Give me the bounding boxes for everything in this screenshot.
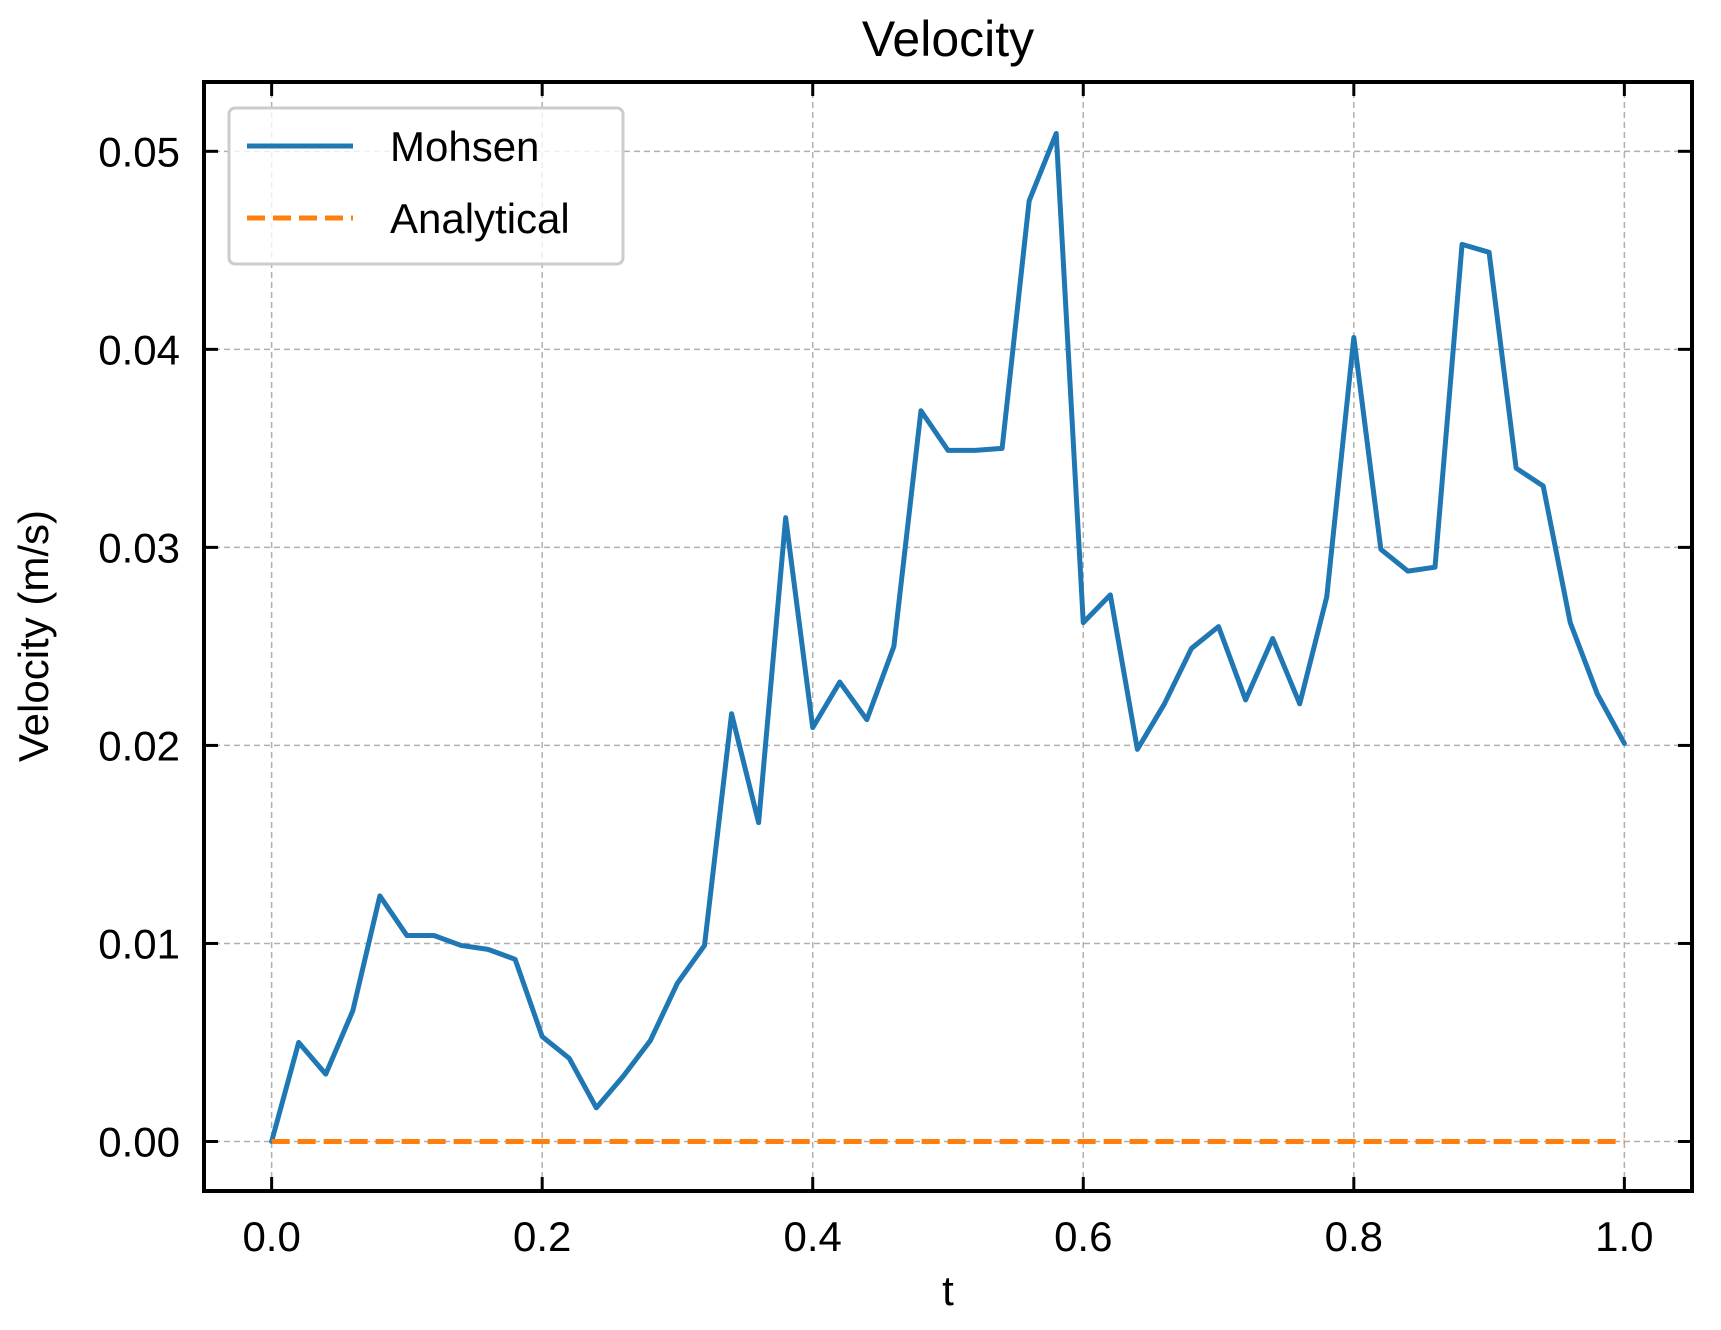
legend: Mohsen Analytical: [227, 106, 625, 266]
x-tick-label: 0.8: [1325, 1213, 1383, 1260]
chart-title: Velocity: [862, 11, 1034, 67]
y-tick-label: 0.04: [98, 326, 180, 373]
legend-label-analytical: Analytical: [390, 195, 570, 242]
x-tick-label: 1.0: [1595, 1213, 1653, 1260]
y-tick-label: 0.02: [98, 722, 180, 769]
x-tick-label: 0.2: [513, 1213, 571, 1260]
ticks: 0.0 0.2 0.4 0.6 0.8 1.0 0.00 0.01 0.02 0.03 0.04 0.…: [98, 82, 1692, 1260]
x-tick-label: 0.4: [784, 1213, 842, 1260]
legend-label-mohsen: Mohsen: [390, 123, 539, 170]
y-tick-label: 0.01: [98, 920, 180, 967]
y-tick-label: 0.03: [98, 524, 180, 571]
y-tick-label: 0.00: [98, 1118, 180, 1165]
plot-frame: [202, 80, 1694, 1193]
x-tick-label: 0.6: [1054, 1213, 1112, 1260]
x-tick-label: 0.0: [242, 1213, 300, 1260]
y-tick-label: 0.05: [98, 128, 180, 175]
y-axis-label: Velocity (m/s): [10, 510, 57, 762]
series-layer: [269, 130, 1627, 1144]
x-axis-label: t: [942, 1267, 954, 1314]
grid-lines: [204, 82, 1692, 1191]
series-line-mohsen: [269, 130, 1627, 1144]
